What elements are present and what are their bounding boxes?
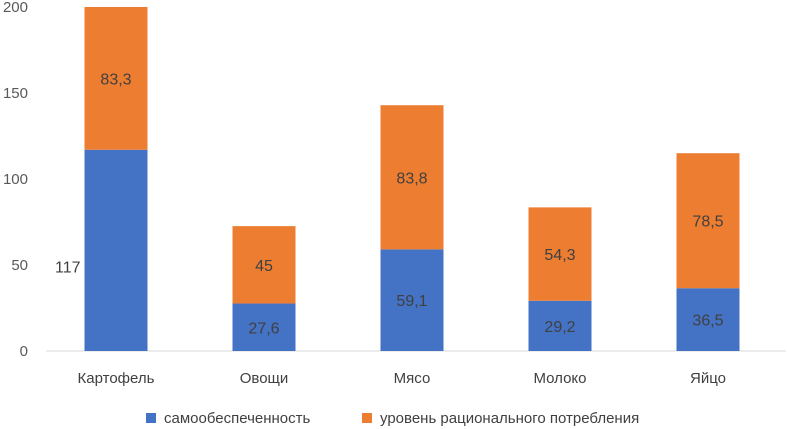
category-label: Картофель	[78, 370, 155, 387]
bar-segment	[232, 303, 296, 351]
category-label: Молоко	[533, 370, 586, 387]
legend-swatch	[362, 413, 372, 423]
legend-label: уровень рационального потребления	[380, 410, 639, 427]
legend-swatch	[146, 413, 156, 423]
y-tick-label: 0	[20, 343, 28, 360]
bar-segment	[528, 207, 592, 301]
bar-segment	[676, 153, 740, 289]
category-labels: Картофель Овощи Мясо Молоко Яйцо	[78, 370, 726, 387]
y-tick-label: 200	[3, 0, 28, 16]
y-tick-label: 150	[3, 85, 28, 102]
y-tick-label: 50	[11, 257, 28, 274]
data-label: 45	[255, 258, 273, 275]
bars: 117 83,3 27,6 45 59,1 83,8 29,2 54,3 36,5 78,5	[55, 7, 740, 351]
bar-segment	[380, 249, 444, 351]
bar-segment	[380, 105, 444, 250]
bar-segment	[676, 288, 740, 351]
data-label: 36,5	[692, 313, 723, 330]
data-label: 27,6	[248, 320, 279, 337]
bar-segment	[84, 7, 148, 150]
y-tick-label: 100	[3, 171, 28, 188]
category-label: Яйцо	[690, 370, 726, 387]
category-label: Овощи	[240, 370, 289, 387]
data-label: 83,3	[100, 71, 131, 88]
bar-segment	[232, 226, 296, 304]
bar-segment	[528, 300, 592, 351]
legend: самообеспеченность уровень рационального …	[146, 410, 639, 427]
data-label: 117	[55, 259, 81, 276]
y-axis-ticks: 0 50 100 150 200	[3, 0, 28, 360]
data-label: 83,8	[396, 170, 427, 187]
bar-segment	[84, 149, 148, 351]
data-label: 54,3	[544, 247, 575, 264]
data-label: 59,1	[396, 293, 427, 310]
data-label: 29,2	[544, 319, 575, 336]
data-label: 78,5	[692, 214, 723, 231]
category-label: Мясо	[394, 370, 431, 387]
legend-label: самообеспеченность	[164, 410, 311, 427]
